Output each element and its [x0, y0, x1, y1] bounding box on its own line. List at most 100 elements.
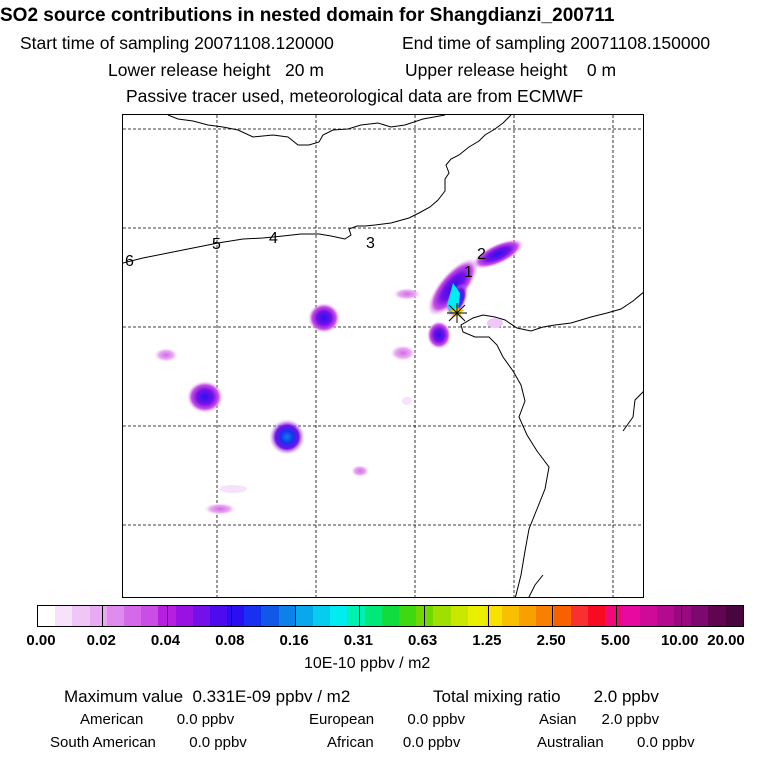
colorbar-segment — [588, 606, 606, 626]
colorbar-segment — [123, 606, 142, 626]
african-value: African 0.0 ppbv — [327, 734, 461, 751]
blob-faint-dot — [402, 397, 412, 405]
colorbar-divider — [423, 606, 425, 626]
colorbar-tick-label: 0.00 — [26, 632, 56, 649]
blob-south — [269, 419, 305, 455]
colorbar-tick-label: 0.02 — [86, 632, 116, 649]
colorbar-divider — [295, 606, 297, 626]
blob-faint-north — [393, 288, 421, 300]
upper-release-height-label: Upper release height 0 m — [405, 60, 617, 80]
south-american-value: South American 0.0 ppbv — [50, 734, 247, 751]
colorbar-segment — [209, 606, 228, 626]
map-canvas: 6 5 4 3 2 1 — [123, 115, 643, 597]
european-value: European 0.0 ppbv — [309, 711, 465, 728]
region-label-5: 5 — [212, 236, 221, 253]
plume-south — [427, 321, 451, 349]
colorbar-divider — [487, 606, 489, 626]
region-label-4: 4 — [269, 230, 278, 247]
colorbar-tick-label: 0.63 — [408, 632, 438, 649]
colorbar-segment — [347, 606, 365, 626]
colorbar-segment — [141, 606, 159, 626]
colorbar-divider — [680, 606, 682, 626]
colorbar-segment — [72, 606, 90, 626]
colorbar-segment — [175, 606, 193, 626]
blob-faint-south — [351, 465, 369, 477]
blob-faint-west — [154, 348, 178, 362]
region-label-6: 6 — [125, 253, 134, 270]
colorbar-divider — [102, 606, 104, 626]
colorbar-segment — [570, 606, 588, 626]
tracer-note: Passive tracer used, meteorological data… — [126, 86, 584, 106]
colorbar-tick-label: 5.00 — [600, 632, 631, 649]
colorbar-segment — [192, 606, 210, 626]
colorbar-tick-label: 0.16 — [279, 632, 309, 649]
blob-center — [308, 303, 340, 333]
asian-value: Asian 2.0 ppbv — [539, 711, 660, 728]
colorbar-divider — [359, 606, 361, 626]
colorbar-segment — [330, 606, 348, 626]
colorbar-segment — [261, 606, 279, 626]
colorbar-segment — [553, 606, 571, 626]
colorbar-tick-label: 0.08 — [215, 632, 245, 649]
colorbar-segment — [278, 606, 296, 626]
american-value: American 0.0 ppbv — [80, 711, 235, 728]
colorbar-segment — [691, 606, 709, 626]
colorbar-segment — [364, 606, 382, 626]
max-value-label: Maximum value 0.331E-09 ppbv / m2 — [64, 687, 351, 706]
colorbar-divider — [166, 606, 168, 626]
colorbar-tick-label: 20.00 — [707, 632, 745, 649]
start-time-label: Start time of sampling 20071108.120000 — [20, 33, 334, 53]
coastlines — [123, 115, 643, 597]
total-mixing-ratio-label: Total mixing ratio 2.0 ppbv — [433, 687, 659, 706]
colorbar-segment — [673, 606, 692, 626]
blob-faint-trace — [219, 485, 247, 493]
colorbar-segment — [622, 606, 640, 626]
colorbar-segment — [244, 606, 262, 626]
colorbar-segment — [502, 606, 520, 626]
colorbar-segment — [433, 606, 451, 626]
colorbar-tick-label: 0.31 — [343, 632, 373, 649]
colorbar-tick-label: 2.50 — [536, 632, 566, 649]
region-label-3: 3 — [366, 235, 375, 252]
region-labels: 6 5 4 3 2 1 — [125, 230, 486, 281]
colorbar-divider — [616, 606, 618, 626]
colorbar-segment — [605, 606, 623, 626]
region-label-1: 1 — [464, 264, 473, 281]
australian-value: Australian 0.0 ppbv — [537, 734, 695, 751]
colorbar-segment — [313, 606, 331, 626]
colorbar-segment — [484, 606, 503, 626]
blob-small-east — [390, 345, 416, 361]
plume-layer — [154, 239, 524, 515]
colorbar-unit-label: 10E-10 ppbv / m2 — [304, 655, 431, 672]
colorbar-tick-label: 1.25 — [472, 632, 502, 649]
lower-release-height-label: Lower release height 20 m — [108, 60, 324, 80]
colorbar-segment — [38, 606, 56, 626]
colorbar-segment — [381, 606, 399, 626]
colorbar-segment — [639, 606, 657, 626]
colorbar-segment — [398, 606, 417, 626]
blob-faint-coast — [487, 318, 503, 328]
colorbar-segment — [89, 606, 107, 626]
chart-title: SO2 source contributions in nested domai… — [0, 5, 615, 26]
end-time-label: End time of sampling 20071108.150000 — [402, 33, 711, 53]
colorbar-segment — [227, 606, 245, 626]
site-marker-icon — [447, 303, 467, 323]
colorbar-segment — [467, 606, 485, 626]
blob-faint-southwest — [204, 503, 236, 515]
colorbar-segment — [416, 606, 434, 626]
colorbar — [37, 605, 744, 627]
colorbar-tick-label: 0.04 — [150, 632, 181, 649]
colorbar-segment — [519, 606, 537, 626]
colorbar-segment — [656, 606, 674, 626]
colorbar-segment — [450, 606, 468, 626]
colorbar-segment — [106, 606, 124, 626]
map-panel: 6 5 4 3 2 1 — [122, 114, 644, 598]
blob-west — [187, 381, 223, 413]
plume-northeast — [472, 239, 524, 269]
colorbar-segment — [708, 606, 726, 626]
graticule — [123, 115, 643, 597]
region-label-2: 2 — [477, 246, 486, 263]
colorbar-segment — [725, 606, 743, 626]
colorbar-tick-label: 10.00 — [660, 632, 699, 649]
colorbar-segment — [536, 606, 554, 626]
